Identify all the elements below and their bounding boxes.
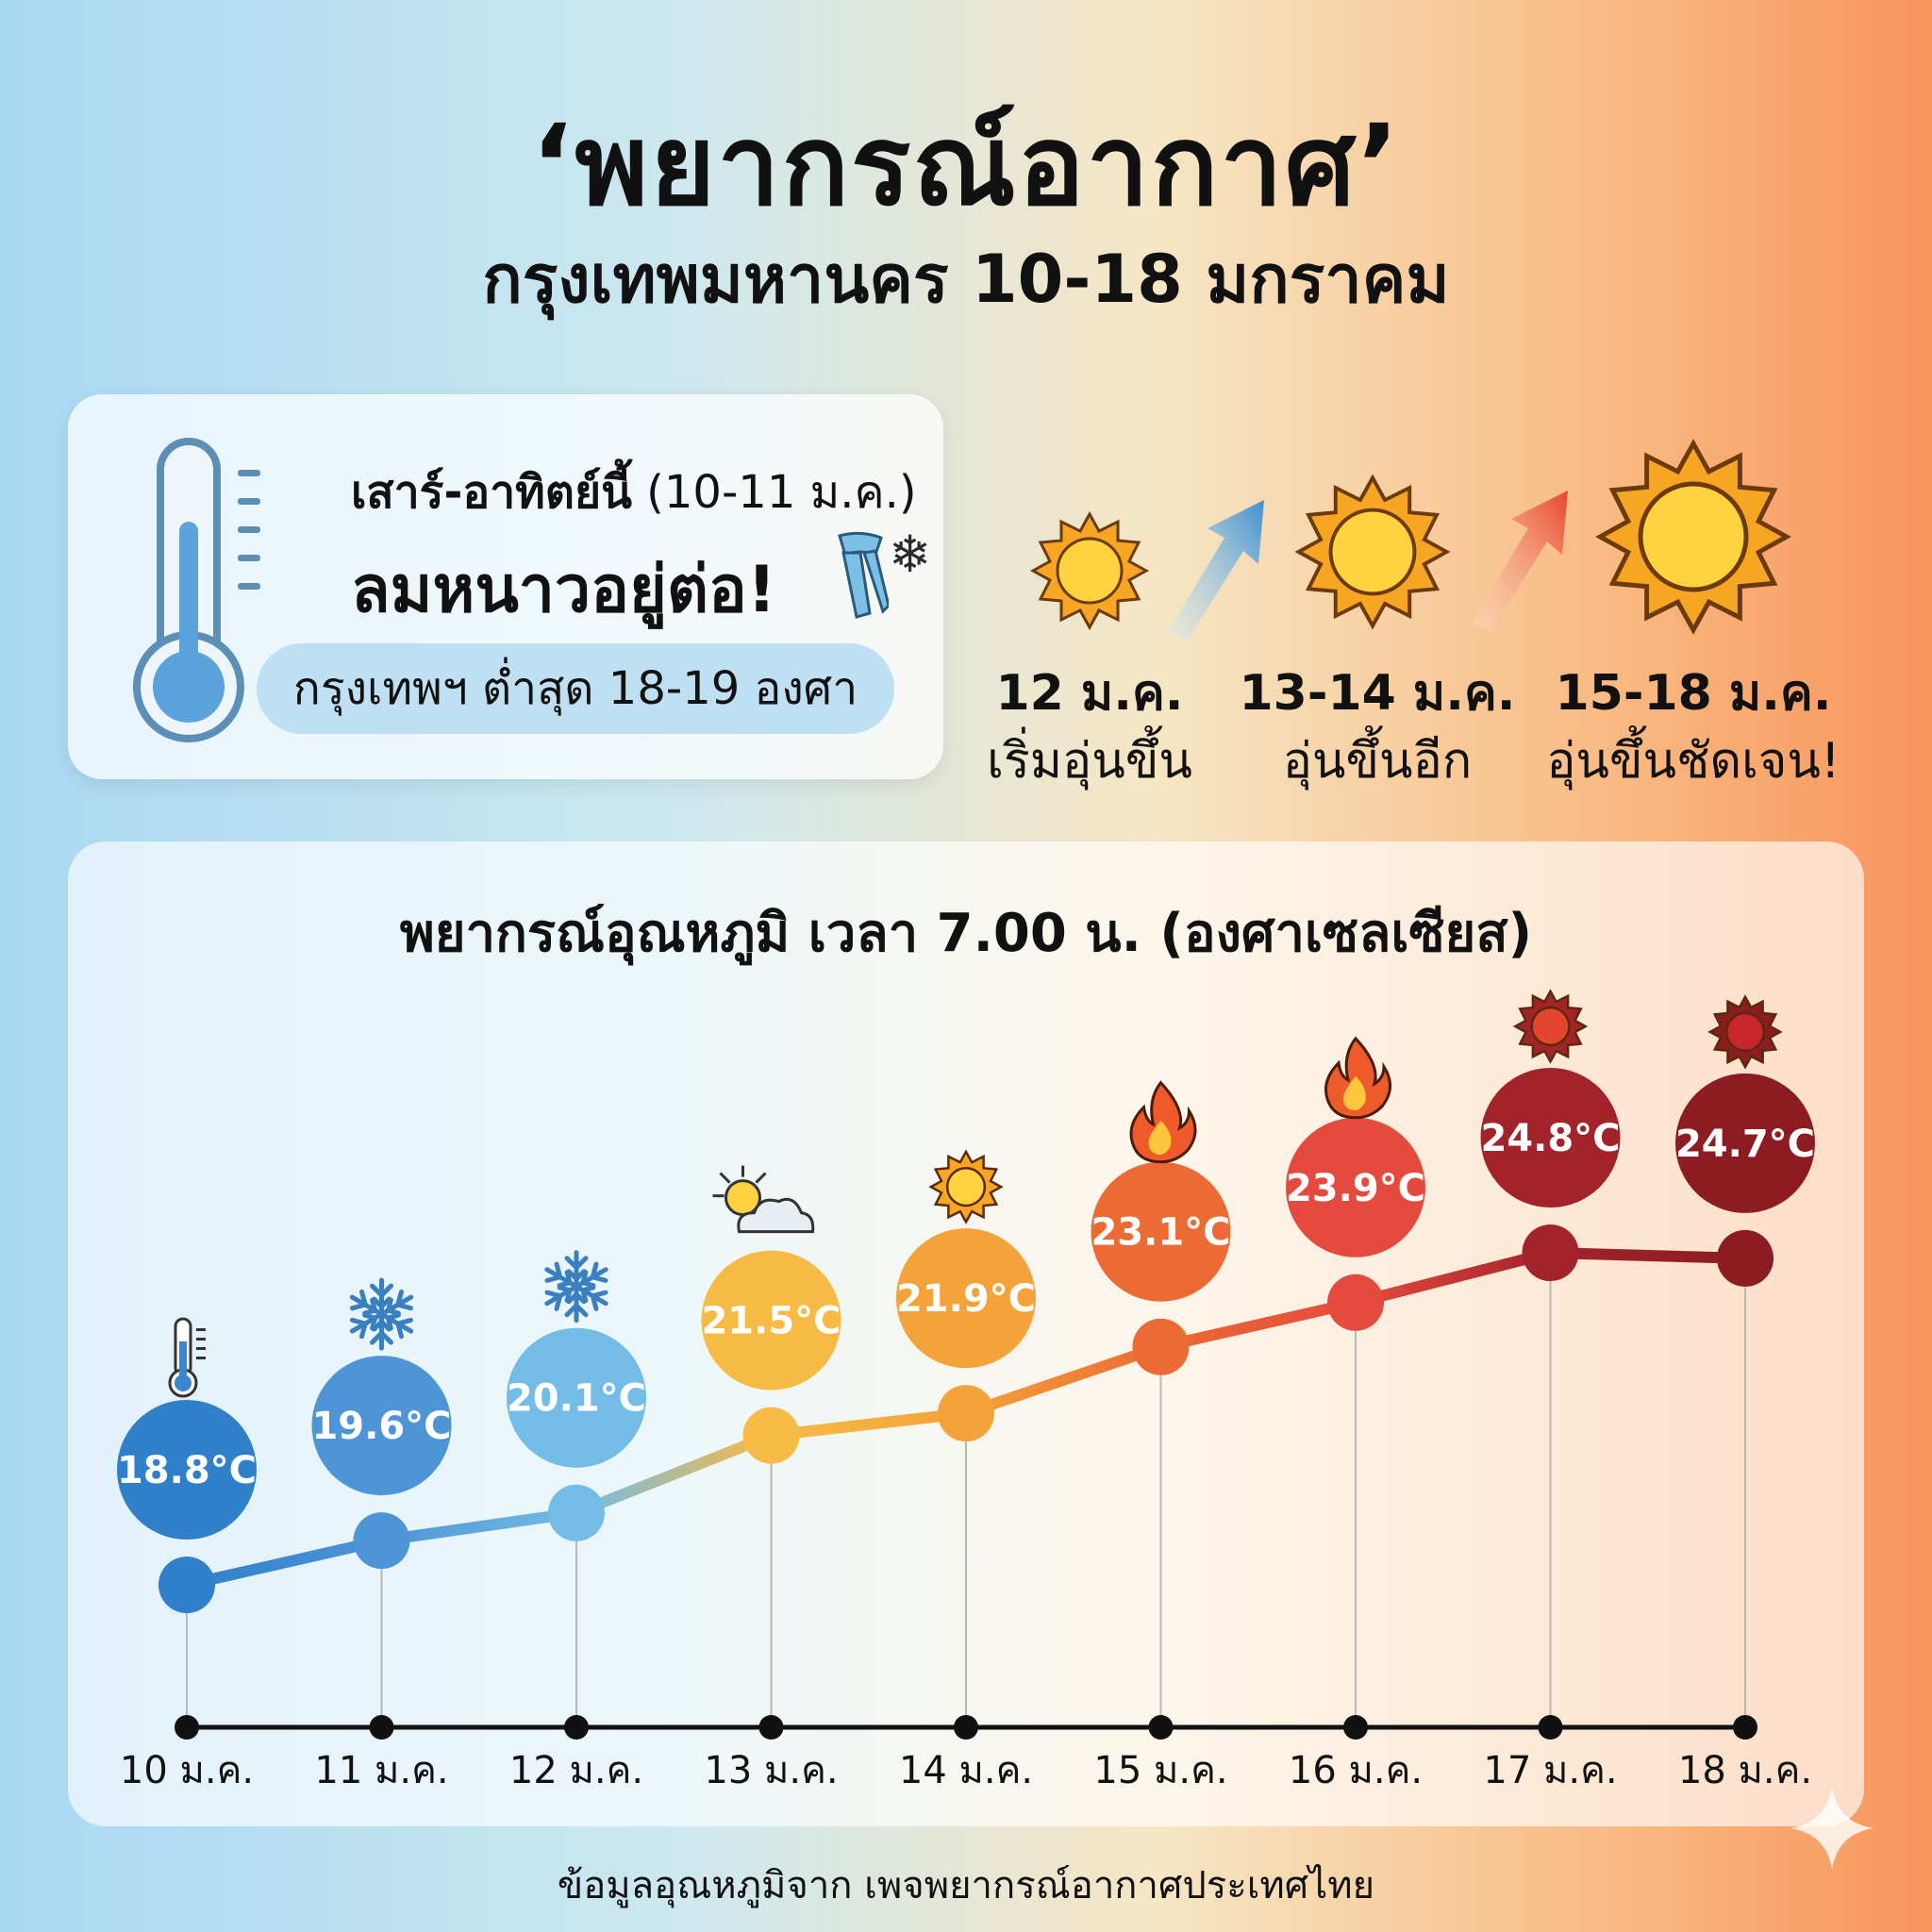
value-bubble (896, 1228, 1036, 1369)
data-label: 24.8°C (1480, 1117, 1620, 1160)
axis-tick-dot (758, 1715, 784, 1740)
data-point (1522, 1224, 1579, 1281)
value-bubble (507, 1327, 646, 1468)
x-tick-label: 10 ม.ค. (120, 1749, 254, 1792)
axis-tick-dot (1148, 1715, 1174, 1740)
data-label: 23.9°C (1286, 1167, 1425, 1210)
data-label: 20.1°C (507, 1377, 646, 1421)
snowflake-icon: ❄ (889, 525, 932, 584)
data-label: 18.8°C (117, 1449, 257, 1492)
x-tick-label: 14 ม.ค. (899, 1749, 1033, 1792)
value-bubble (117, 1400, 257, 1540)
sun-cloud-icon (712, 1165, 815, 1234)
trend-desc-1: เริ่มอุ่นขึ้น (987, 733, 1192, 790)
trend-date-3: 15-18 ม.ค. (1555, 665, 1832, 722)
trend-date-1: 12 ม.ค. (995, 665, 1184, 722)
thermometer-icon (133, 438, 260, 742)
thermometer-icon (168, 1317, 206, 1398)
trend-date-2: 13-14 ม.ค. (1239, 665, 1516, 722)
data-point (548, 1484, 605, 1541)
axis-tick-dot (1733, 1715, 1757, 1740)
data-point (1132, 1318, 1190, 1375)
sun-icon (928, 1149, 1004, 1224)
x-tick-label: 17 ม.ค. (1483, 1749, 1617, 1792)
arrow-up-icon (1472, 491, 1568, 632)
data-point (1327, 1274, 1384, 1331)
data-point (158, 1557, 215, 1613)
fire-icon (1129, 1080, 1197, 1164)
weekend-card: เสาร์-อาทิตย์นี้ (10-11 ม.ค.) ลมหนาวอยู่… (68, 394, 943, 779)
axis-tick-dot (1343, 1715, 1368, 1740)
sun-icon (1294, 474, 1451, 630)
x-tick-label: 18 ม.ค. (1678, 1749, 1812, 1792)
x-tick-label: 16 ม.ค. (1289, 1749, 1423, 1792)
sun-icon (1707, 994, 1783, 1070)
weekend-headline: ลมหนาวอยู่ต่อ! (351, 553, 776, 627)
arrow-up-icon (1168, 500, 1264, 641)
low-temp-pill: กรุงเทพฯ ต่ำสุด 18-19 องศา (257, 643, 894, 734)
source-footer: ข้อมูลอุณหภูมิจาก เพจพยากรณ์อากาศประเทศไ… (557, 1864, 1375, 1907)
data-point (938, 1385, 994, 1442)
chart-title: พยากรณ์อุณหภูมิ เวลา 7.00 น. (องศาเซลเซี… (399, 903, 1533, 964)
value-bubble (701, 1250, 841, 1391)
fire-icon (1324, 1036, 1391, 1120)
weekend-date-text: เสาร์-อาทิตย์นี้ (10-11 ม.ค.) (351, 466, 917, 519)
data-point (1717, 1229, 1774, 1287)
data-label: 23.1°C (1091, 1211, 1230, 1255)
axis-tick-dot (954, 1715, 978, 1740)
data-point (353, 1512, 410, 1570)
data-label: 19.6°C (311, 1405, 451, 1448)
sparkle-icon (1790, 1787, 1874, 1870)
data-point (742, 1407, 800, 1464)
snowflake-icon (349, 1277, 414, 1351)
data-label: 21.9°C (896, 1277, 1036, 1321)
sun-icon (1512, 989, 1589, 1064)
sun-icon (1595, 439, 1791, 635)
axis-tick-dot (369, 1715, 394, 1740)
value-bubble (1675, 1073, 1815, 1213)
temperature-chart: 18.8°C 10 ม.ค. 19.6°C 11 ม.ค. 20.1°C 12 ม.ค. 2… (117, 989, 1815, 1792)
x-tick-label: 15 ม.ค. (1093, 1749, 1227, 1792)
trend-desc-2: อุ่นขึ้นอีก (1282, 733, 1473, 790)
data-label: 24.7°C (1675, 1123, 1815, 1166)
value-bubble (311, 1356, 452, 1496)
value-bubble (1480, 1068, 1621, 1208)
x-tick-label: 13 ม.ค. (704, 1749, 838, 1792)
axis-tick-dot (1538, 1715, 1563, 1740)
axis-tick-dot (175, 1715, 199, 1740)
x-tick-label: 11 ม.ค. (314, 1749, 448, 1792)
trend-desc-3: อุ่นขึ้นชัดเจน! (1546, 733, 1840, 790)
axis-tick-dot (564, 1715, 589, 1740)
value-bubble (1286, 1117, 1425, 1257)
scarf-icon (838, 531, 889, 619)
value-bubble (1091, 1161, 1231, 1302)
page-subtitle: กรุงเทพมหานคร 10-18 มกราคม (482, 241, 1450, 318)
x-tick-label: 12 ม.ค. (509, 1749, 643, 1792)
chart-card: พยากรณ์อุณหภูมิ เวลา 7.00 น. (องศาเซลเซี… (68, 841, 1864, 1826)
snowflake-icon (544, 1250, 608, 1324)
sun-icon (1029, 510, 1150, 631)
page-title: ‘พยากรณ์อากาศ’ (530, 100, 1402, 230)
data-label: 21.5°C (701, 1300, 841, 1343)
